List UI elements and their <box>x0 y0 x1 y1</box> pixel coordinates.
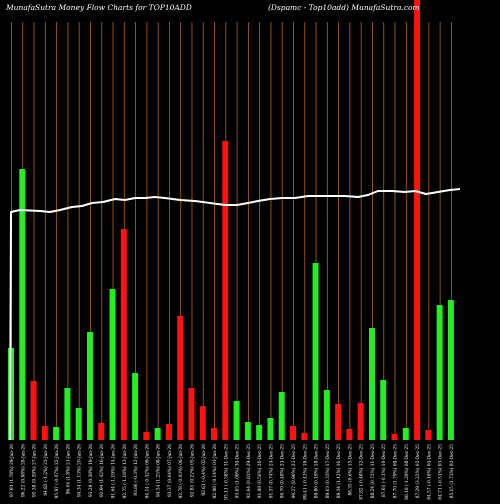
money-inflow-bar <box>368 328 375 440</box>
x-tick-label: 92.61 (-0.4%) 02-Jan-26 <box>202 444 207 496</box>
money-outflow-bar <box>414 0 421 440</box>
price-line-group <box>9 188 461 441</box>
money-inflow-bar <box>256 425 263 440</box>
x-tick-label: 96.22 (0.88%) 28-Jan-26 <box>21 444 26 497</box>
money-outflow-bar <box>165 424 172 440</box>
x-tick-label: 87.29 (3.22%) 05-Dec-25 <box>416 444 421 499</box>
x-tick-label: 87.82 (-0.48%) 12-Dec-25 <box>360 444 365 500</box>
chart-title: MunafaSutra Money Flow Charts for TOP10A… <box>5 3 192 12</box>
x-tick-label: 90.27 (0.96%) 22-Dec-25 <box>292 444 297 499</box>
money-inflow-bar <box>312 263 319 440</box>
x-tick-label: 92.75 (-1.18%) 13-Jan-26 <box>123 444 128 499</box>
money-inflow-bar <box>436 305 443 440</box>
x-tick-label: 84.57 (-0.16%) 04-Dec-25 <box>427 444 432 500</box>
x-axis-tick-labels: 97.93 (1.78%) 29-Jan-26 96.22 (0.88%) 28-… <box>10 444 455 500</box>
money-outflow-bar <box>188 388 195 440</box>
money-inflow-bar <box>267 418 274 440</box>
money-flow-bars <box>8 0 454 440</box>
x-tick-label: 91.37 (0.74%) 24-Dec-25 <box>269 444 274 499</box>
money-inflow-bar <box>109 289 116 440</box>
money-inflow-bar <box>244 422 251 440</box>
x-tick-label: 94.34 (1.13%) 20-Jan-26 <box>78 444 83 497</box>
x-tick-label: 93.11 (-0.58%) 31-Dec-25 <box>224 444 229 500</box>
x-tick-label: 85.15 (1.73%) 02-Dec-25 <box>450 444 455 499</box>
price-line <box>9 188 461 441</box>
money-outflow-bar <box>41 426 48 440</box>
x-tick-label: 86.16 (-1.29%) 08-Dec-25 <box>405 444 410 500</box>
x-tick-label: 89.41 (-0.43%) 19-Dec-25 <box>303 444 308 500</box>
x-tick-label: 93.29 (0.38%) 19-Jan-26 <box>89 444 94 497</box>
money-inflow-bar <box>402 428 409 440</box>
x-tick-label: 93.86 (-0.3%) 12-Jan-26 <box>134 444 139 496</box>
x-tick-label: 92.98 (-0.14%) 01-Jan-26 <box>213 444 218 499</box>
money-inflow-bar <box>19 169 26 440</box>
x-tick-label: 84.71 (-0.51%) 03-Dec-25 <box>439 444 444 500</box>
x-tick-label: 93.37 (0.64%) 07-Jan-26 <box>168 444 173 497</box>
x-tick-label: 87.70 (1.79%) 09-Dec-25 <box>394 444 399 499</box>
x-tick-label: 94.14 (-0.42%) 09-Jan-26 <box>145 444 150 499</box>
money-inflow-bar <box>75 408 82 440</box>
money-inflow-bar <box>86 332 93 440</box>
x-tick-label: 96.04 (1.8%) 21-Jan-26 <box>66 444 71 494</box>
x-tick-label: 92.81 (0.22%) 05-Jan-26 <box>190 444 195 497</box>
money-inflow-bar <box>447 300 454 440</box>
money-outflow-bar <box>177 316 184 440</box>
money-inflow-bar <box>323 390 330 440</box>
x-tick-label: 91.88 (0.56%) 26-Dec-25 <box>258 444 263 499</box>
money-inflow-bar <box>380 380 387 440</box>
x-tick-label: 94.54 (1.25%) 08-Jan-26 <box>157 444 162 497</box>
money-outflow-bar <box>143 432 150 440</box>
x-tick-label: 87.61 (-0.1%) 10-Dec-25 <box>382 444 387 497</box>
money-inflow-bar <box>64 388 71 440</box>
money-inflow-bar <box>132 373 139 440</box>
x-tick-label: 97.93 (1.78%) 29-Jan-26 <box>10 444 15 497</box>
x-tick-label: 90.70 (0.48%) 23-Dec-25 <box>281 444 286 499</box>
money-outflow-bar <box>98 423 105 440</box>
money-inflow-bar <box>233 401 240 440</box>
x-tick-label: 93.65 (1.09%) 30-Dec-25 <box>236 444 241 499</box>
x-tick-label: 92.94 (1.42%) 16-Jan-26 <box>100 444 105 497</box>
money-outflow-bar <box>301 433 308 440</box>
x-tick-label: 89.34 (1.12%) 16-Dec-25 <box>337 444 342 499</box>
money-outflow-bar <box>391 434 398 440</box>
x-tick-label: 95.38 (0.59%) 27-Jan-26 <box>33 444 38 497</box>
x-tick-label: 89.80 (0.19%) 18-Dec-25 <box>315 444 320 499</box>
money-inflow-bar <box>278 392 285 440</box>
x-tick-label: 92.64 (0.83%) 29-Dec-25 <box>247 444 252 499</box>
money-outflow-bar <box>357 403 364 440</box>
x-tick-label: 88.35 (0.6%) 15-Dec-25 <box>348 444 353 496</box>
x-tick-label: 95.97 (-0.07%) 22-Jan-26 <box>55 444 60 499</box>
money-outflow-bar <box>290 426 296 440</box>
x-tick-label: 91.64 (-1.19%) 14-Jan-26 <box>112 444 117 499</box>
money-inflow-bar <box>154 428 161 440</box>
money-outflow-bar <box>335 404 342 440</box>
x-tick-label: 88.24 (0.72%) 11-Dec-25 <box>371 444 376 499</box>
money-outflow-bar <box>425 430 432 440</box>
chart-subtitle: (Dspamc - Top10add) MunafaSutra.com <box>268 3 420 12</box>
money-outflow-bar <box>120 229 127 440</box>
money-outflow-bar <box>211 428 218 440</box>
money-outflow-bar <box>30 381 37 440</box>
x-tick-label: 94.82 (-1.2%) 23-Jan-26 <box>44 444 49 496</box>
money-outflow-bar <box>199 406 206 440</box>
x-tick-label: 89.63 (0.33%) 17-Dec-25 <box>326 444 331 499</box>
x-tick-label: 92.78 (-0.03%) 06-Jan-26 <box>179 444 184 499</box>
money-outflow-bar <box>222 141 229 440</box>
money-inflow-bar <box>53 427 60 440</box>
money-outflow-bar <box>346 429 353 440</box>
